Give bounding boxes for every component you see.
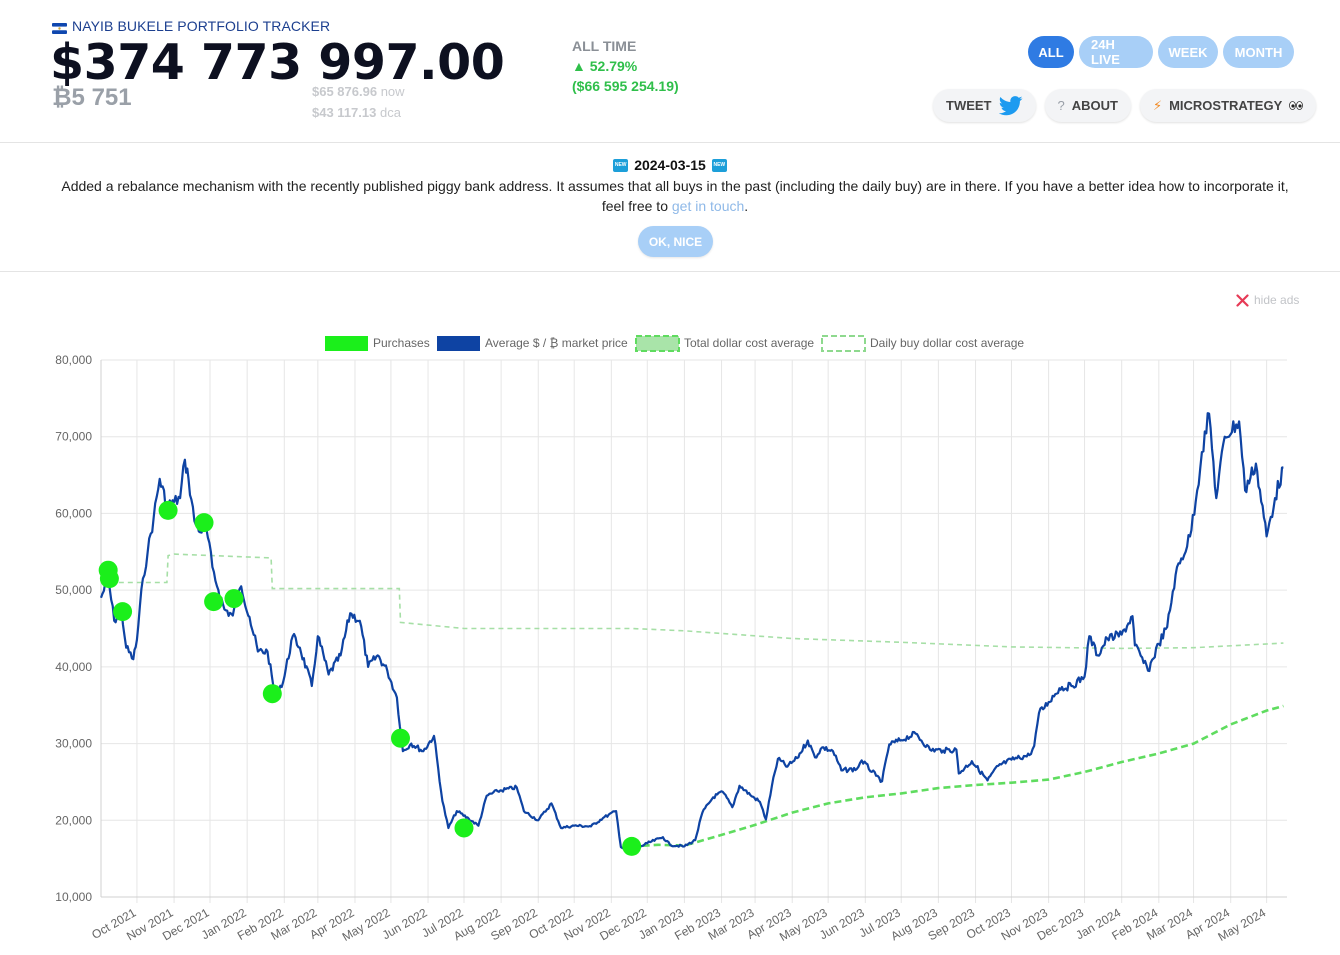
purchase-point: [454, 818, 474, 838]
purchase-point: [113, 602, 133, 622]
legend-label: Average $ / ₿ market price: [485, 336, 628, 350]
ok-nice-button[interactable]: OK, NICE: [638, 226, 713, 257]
total-dca-line: [631, 704, 1284, 848]
purchase-point: [194, 513, 214, 533]
legend-swatch: [821, 335, 866, 352]
eyes-icon: [1289, 101, 1304, 110]
range-month-button[interactable]: MONTH: [1223, 36, 1294, 68]
purchase-point: [158, 500, 178, 520]
twitter-bird-icon: [998, 95, 1022, 115]
price-dca: $43 117.13 dca: [312, 105, 401, 120]
app-title: NAYIB BUKELE PORTFOLIO TRACKER: [72, 18, 331, 34]
legend-label: Purchases: [373, 336, 430, 350]
hide-ads-button[interactable]: hide ads: [1236, 293, 1299, 307]
alltime-percent: ▲ 52.79%: [572, 58, 638, 74]
y-tick-label: 50,000: [55, 583, 92, 597]
el-salvador-flag-icon: [52, 21, 67, 34]
price-dca-value: $43 117.13: [312, 105, 377, 120]
purchase-point: [622, 836, 642, 856]
price-now: $65 876.96 now: [312, 84, 405, 99]
about-button[interactable]: ? ABOUT: [1044, 89, 1131, 122]
daily-buy-dca-line: [100, 553, 1284, 650]
y-tick-label: 10,000: [55, 890, 92, 904]
btc-amount: ₿5 751: [52, 84, 132, 111]
notice-text: Added a rebalance mechanism with the rec…: [55, 176, 1295, 216]
action-buttons: TWEET ? ABOUT ⚡ MICROSTRATEGY: [933, 89, 1317, 122]
purchase-point: [390, 728, 410, 748]
legend-label: Total dollar cost average: [684, 336, 814, 350]
about-label: ABOUT: [1071, 98, 1118, 113]
title-row: NAYIB BUKELE PORTFOLIO TRACKER: [52, 18, 330, 34]
notice-date: 2024-03-15: [634, 157, 706, 173]
tweet-label: TWEET: [946, 98, 992, 113]
legend-swatch: [437, 336, 480, 351]
notice-period: .: [744, 198, 749, 214]
new-badge-icon: NEW: [613, 158, 629, 172]
question-mark-icon: ?: [1057, 98, 1065, 113]
price-now-value: $65 876.96: [312, 84, 378, 99]
microstrategy-button[interactable]: ⚡ MICROSTRATEGY: [1139, 89, 1317, 122]
y-tick-label: 30,000: [55, 737, 92, 751]
y-tick-label: 60,000: [55, 506, 92, 520]
portfolio-chart: 80,000 70,000 60,000 50,000 40,000 30,000 20,0…: [55, 335, 1287, 944]
header: NAYIB BUKELE PORTFOLIO TRACKER $374 773 …: [0, 0, 1340, 143]
legend-label: Daily buy dollar cost average: [870, 336, 1024, 350]
y-tick-label: 80,000: [55, 353, 92, 367]
notice-body: Added a rebalance mechanism with the rec…: [61, 178, 1289, 214]
alltime-usd: ($66 595 254.19): [572, 78, 679, 94]
notice-date-row: NEW 2024-03-15 NEW: [0, 157, 1340, 173]
purchase-point: [224, 589, 244, 609]
y-tick-label: 20,000: [55, 813, 92, 827]
range-selector: ALL 24H LIVE WEEK MONTH: [1028, 36, 1294, 68]
new-badge-icon: NEW: [711, 158, 727, 172]
alltime-label: ALL TIME: [572, 38, 637, 54]
purchase-point: [204, 592, 224, 612]
range-week-button[interactable]: WEEK: [1158, 36, 1218, 68]
portfolio-value: $374 773 997.00: [50, 34, 505, 91]
purchase-point: [99, 569, 119, 589]
range-all-button[interactable]: ALL: [1028, 36, 1074, 68]
range-24h-live-button[interactable]: 24H LIVE: [1079, 36, 1153, 68]
hide-ads-label: hide ads: [1254, 293, 1300, 307]
notice-banner: NEW 2024-03-15 NEW Added a rebalance mec…: [0, 143, 1340, 272]
legend-swatch: [325, 336, 368, 351]
price-dca-suffix: dca: [379, 105, 401, 120]
purchase-point: [262, 684, 282, 704]
price-now-suffix: now: [380, 84, 405, 99]
lightning-icon: ⚡: [1152, 97, 1163, 113]
legend-swatch: [635, 335, 680, 352]
get-in-touch-link[interactable]: get in touch: [671, 198, 745, 214]
y-tick-label: 40,000: [55, 660, 92, 674]
market-price-line: [99, 412, 1284, 851]
microstrategy-label: MICROSTRATEGY: [1169, 98, 1283, 113]
close-icon: [1236, 293, 1249, 307]
y-tick-label: 70,000: [55, 430, 92, 444]
tweet-button[interactable]: TWEET: [933, 89, 1036, 122]
